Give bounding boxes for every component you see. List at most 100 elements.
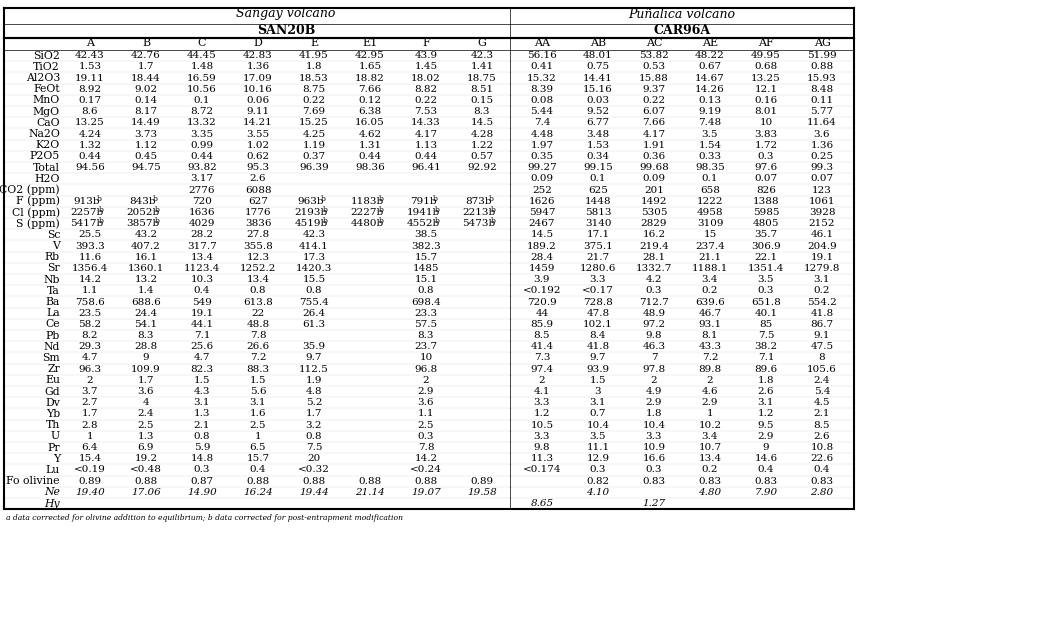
Text: 6.77: 6.77: [587, 118, 610, 127]
Text: 22.1: 22.1: [755, 252, 778, 261]
Text: 5813: 5813: [585, 208, 611, 217]
Text: 10.5: 10.5: [531, 420, 554, 430]
Text: 5.9: 5.9: [194, 443, 211, 452]
Text: 85: 85: [759, 320, 773, 329]
Text: H2O: H2O: [34, 174, 60, 184]
Text: 4.48: 4.48: [531, 130, 554, 139]
Text: 2.5: 2.5: [418, 420, 435, 430]
Text: 8.92: 8.92: [79, 85, 102, 93]
Text: 1: 1: [706, 410, 713, 418]
Text: Ba: Ba: [46, 297, 60, 307]
Text: 0.57: 0.57: [471, 152, 494, 161]
Text: 3.3: 3.3: [590, 275, 607, 284]
Text: 1941b: 1941b: [407, 208, 440, 217]
Text: 2: 2: [650, 376, 657, 385]
Text: 4.17: 4.17: [643, 130, 666, 139]
Text: 0.8: 0.8: [418, 286, 435, 295]
Text: 3109: 3109: [697, 219, 723, 228]
Text: 1.3: 1.3: [194, 410, 211, 418]
Text: 5947: 5947: [529, 208, 555, 217]
Text: 2.1: 2.1: [194, 420, 211, 430]
Text: 1.7: 1.7: [82, 410, 99, 418]
Text: 7.66: 7.66: [643, 118, 666, 127]
Text: 1448: 1448: [585, 197, 611, 205]
Text: 3.6: 3.6: [418, 398, 435, 407]
Text: 0.68: 0.68: [755, 62, 778, 71]
Text: 0.44: 0.44: [415, 152, 438, 161]
Text: 2: 2: [423, 376, 429, 385]
Text: 17.1: 17.1: [587, 230, 610, 239]
Text: Nd: Nd: [44, 342, 60, 352]
Text: 14.90: 14.90: [187, 488, 217, 497]
Text: 3.1: 3.1: [590, 398, 607, 407]
Text: 42.95: 42.95: [355, 51, 385, 60]
Text: 355.8: 355.8: [243, 242, 273, 251]
Text: 4.25: 4.25: [303, 130, 326, 139]
Text: 1.7: 1.7: [138, 376, 155, 385]
Text: 9.52: 9.52: [587, 107, 610, 116]
Text: 102.1: 102.1: [583, 320, 613, 329]
Text: 15.32: 15.32: [527, 74, 557, 83]
Text: 4.2: 4.2: [646, 275, 663, 284]
Text: 16.59: 16.59: [187, 74, 217, 83]
Text: 93.82: 93.82: [187, 163, 217, 172]
Text: 15.4: 15.4: [79, 454, 102, 463]
Text: 2.9: 2.9: [418, 387, 435, 396]
Text: 6088: 6088: [245, 186, 272, 195]
Text: 8.3: 8.3: [418, 331, 435, 340]
Text: 109.9: 109.9: [131, 364, 161, 374]
Text: 9.8: 9.8: [646, 331, 663, 340]
Text: b: b: [99, 217, 104, 225]
Text: 19.1: 19.1: [191, 308, 214, 318]
Text: 0.44: 0.44: [79, 152, 102, 161]
Text: 7.5: 7.5: [758, 331, 775, 340]
Text: 21.1: 21.1: [699, 252, 722, 261]
Text: 0.1: 0.1: [590, 174, 607, 183]
Text: 20: 20: [307, 454, 320, 463]
Text: 7.2: 7.2: [250, 354, 267, 363]
Text: 0.15: 0.15: [471, 96, 494, 105]
Text: 0.13: 0.13: [699, 96, 722, 105]
Text: 1.53: 1.53: [587, 141, 610, 149]
Text: 123: 123: [812, 186, 832, 195]
Text: 3.4: 3.4: [702, 432, 719, 441]
Text: Rb: Rb: [45, 252, 60, 262]
Text: 0.44: 0.44: [191, 152, 214, 161]
Text: 38.2: 38.2: [755, 342, 778, 351]
Text: 13.4: 13.4: [191, 252, 214, 261]
Text: <0.24: <0.24: [410, 466, 442, 474]
Text: 16.2: 16.2: [643, 230, 666, 239]
Text: 3.6: 3.6: [138, 387, 155, 396]
Text: 826: 826: [756, 186, 776, 195]
Text: SiO2: SiO2: [33, 51, 60, 60]
Text: 0.83: 0.83: [811, 477, 834, 486]
Text: 8.75: 8.75: [303, 85, 326, 93]
Text: 204.9: 204.9: [807, 242, 837, 251]
Text: F (ppm): F (ppm): [16, 196, 60, 207]
Text: 698.4: 698.4: [411, 298, 441, 307]
Text: 2257b: 2257b: [71, 208, 104, 217]
Text: 1388: 1388: [753, 197, 779, 205]
Text: 4480b: 4480b: [351, 219, 384, 228]
Text: 0.3: 0.3: [646, 286, 663, 295]
Text: 1626: 1626: [529, 197, 555, 205]
Text: 0.11: 0.11: [811, 96, 834, 105]
Text: 9.02: 9.02: [135, 85, 158, 93]
Text: 96.39: 96.39: [299, 163, 329, 172]
Text: Total: Total: [33, 163, 60, 172]
Text: 1.53: 1.53: [79, 62, 102, 71]
Text: 1420.3: 1420.3: [296, 264, 332, 273]
Text: 2052b: 2052b: [127, 208, 160, 217]
Text: 92.92: 92.92: [467, 163, 497, 172]
Text: 16.24: 16.24: [243, 488, 273, 497]
Text: 13.32: 13.32: [187, 118, 217, 127]
Text: 6.4: 6.4: [82, 443, 99, 452]
Text: 1280.6: 1280.6: [580, 264, 616, 273]
Text: 3.3: 3.3: [534, 432, 551, 441]
Text: 720.9: 720.9: [527, 298, 557, 307]
Text: 15: 15: [703, 230, 717, 239]
Text: 0.07: 0.07: [755, 174, 778, 183]
Text: 0.8: 0.8: [194, 432, 211, 441]
Text: Sangay volcano: Sangay volcano: [236, 8, 336, 20]
Text: 0.1: 0.1: [702, 174, 719, 183]
